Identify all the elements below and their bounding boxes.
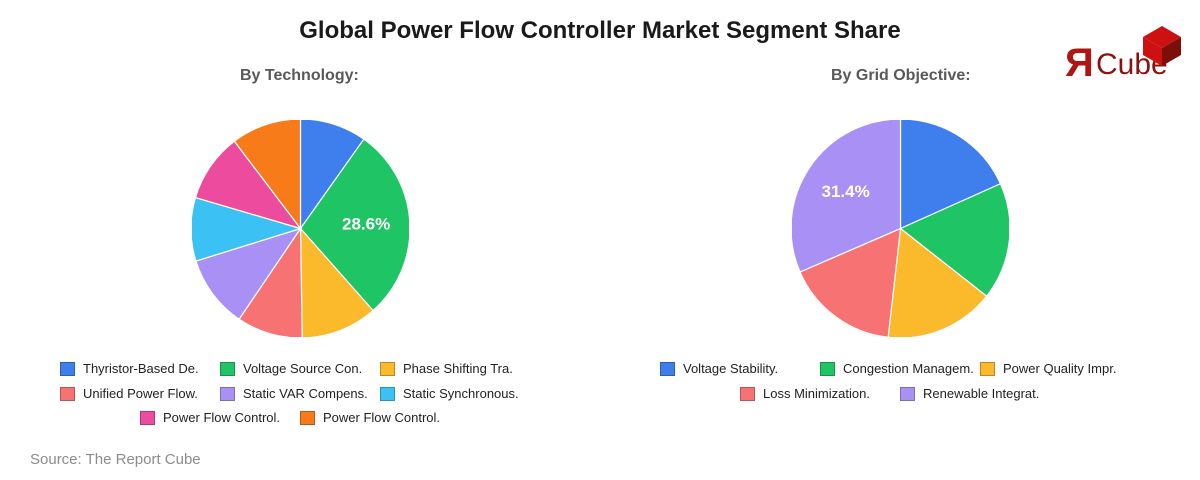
svg-text:Я: Я <box>1065 41 1094 85</box>
